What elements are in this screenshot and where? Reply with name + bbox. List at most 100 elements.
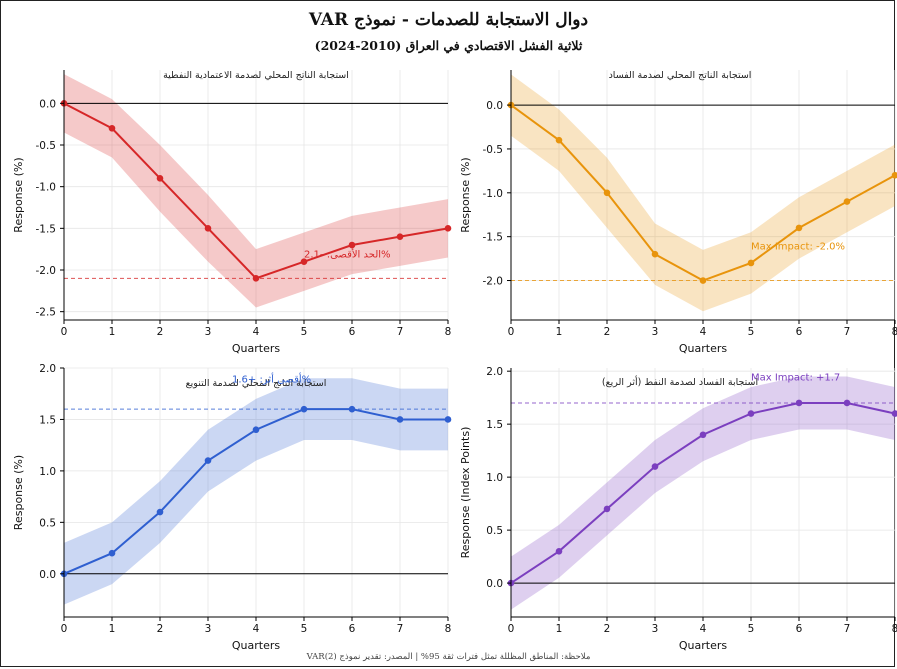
x-axis-label: Quarters: [679, 342, 727, 355]
x-tick-label: 1: [109, 623, 116, 635]
x-tick-label: 2: [604, 623, 611, 635]
x-tick-label: 3: [205, 326, 212, 338]
figure-title: دوال الاستجابة للصدمات - نموذج VAR: [308, 10, 589, 30]
x-tick-label: 4: [700, 326, 707, 338]
data-point: [204, 457, 212, 464]
data-point: [651, 463, 659, 470]
y-tick-label: -2.0: [483, 276, 504, 288]
x-tick-label: 7: [844, 326, 851, 338]
data-point: [891, 171, 897, 179]
data-point: [651, 250, 659, 258]
y-tick-label: -0.5: [483, 144, 504, 156]
y-tick-label: 1.5: [486, 419, 503, 431]
data-point: [699, 277, 707, 284]
chart-panel-4: 0 1 2 3 4 5 6 7 8 0.0 0.5 1.0 1.5 2.0 Quarters Response…: [459, 366, 897, 652]
x-tick-label: 6: [349, 623, 356, 635]
data-point: [108, 549, 116, 557]
x-tick-label: 5: [301, 326, 308, 338]
confidence-band: [64, 74, 448, 308]
x-tick-label: 0: [508, 326, 515, 338]
data-point: [603, 189, 611, 197]
data-point: [396, 233, 404, 240]
x-tick-label: 4: [253, 326, 260, 338]
x-tick-label: 6: [796, 326, 803, 338]
x-tick-label: 7: [844, 623, 851, 635]
y-axis-label: Response (Index Points): [459, 427, 472, 559]
data-point: [252, 426, 260, 434]
panel-title: استجابة الناتج المحلي لصدمة التنويع: [186, 378, 327, 389]
y-tick-label: 0.5: [39, 517, 56, 529]
data-point: [699, 431, 707, 439]
y-tick-label: 1.0: [486, 472, 503, 484]
max-impact-annotation: أقصى أثر: +1.6%: [232, 372, 311, 385]
x-tick-label: 0: [61, 326, 68, 338]
data-point: [795, 224, 803, 232]
data-point: [444, 225, 452, 232]
x-tick-label: 8: [445, 326, 452, 338]
x-tick-label: 0: [61, 623, 68, 635]
x-tick-label: 6: [796, 623, 803, 635]
data-point: [444, 416, 452, 423]
data-point: [300, 258, 308, 265]
x-tick-label: 0: [508, 623, 515, 635]
data-point: [843, 198, 851, 205]
y-tick-label: -1.0: [36, 182, 57, 194]
x-tick-label: 7: [397, 326, 404, 338]
x-tick-label: 1: [556, 623, 563, 635]
y-tick-label: 1.5: [39, 414, 56, 426]
data-point: [348, 241, 356, 249]
y-tick-label: -2.0: [36, 265, 57, 277]
x-tick-label: 5: [748, 326, 755, 338]
y-axis-label: Response (%): [459, 157, 472, 232]
data-point: [555, 136, 563, 144]
confidence-band: [64, 378, 448, 605]
chart-panel-1: 0 1 2 3 4 5 6 7 8 0.0 -0.5 -1.0 -1.5 -2.0 -2.5 Quarters…: [12, 70, 451, 355]
y-tick-label: 0.0: [486, 578, 503, 590]
max-impact-annotation: الحد الأقصى: -2.1%: [304, 247, 391, 260]
y-tick-label: -0.5: [36, 140, 57, 152]
x-tick-label: 8: [892, 326, 897, 338]
y-axis-label: Response (%): [12, 455, 25, 530]
x-tick-label: 2: [157, 326, 164, 338]
y-tick-label: 0.0: [39, 569, 56, 581]
y-tick-label: 0.5: [486, 525, 503, 537]
data-point: [108, 125, 116, 132]
data-point: [747, 410, 755, 417]
data-point: [603, 505, 611, 513]
data-point: [156, 175, 164, 182]
data-point: [555, 548, 563, 555]
confidence-band: [511, 376, 895, 610]
y-tick-label: -2.5: [36, 307, 57, 319]
y-tick-label: -1.0: [483, 188, 504, 200]
max-impact-annotation: Max Impact: -2.0%: [751, 241, 845, 252]
panel-title: استجابة الفساد لصدمة النفط (أثر الريع): [602, 375, 758, 388]
data-point: [396, 416, 404, 423]
data-point: [156, 508, 164, 516]
data-point: [747, 259, 755, 267]
x-axis-label: Quarters: [232, 342, 280, 355]
confidence-band: [511, 74, 895, 312]
x-tick-label: 1: [109, 326, 116, 338]
x-tick-label: 8: [892, 623, 897, 635]
figure-subtitle: ثلاثية الفشل الاقتصادي في العراق (2010-2…: [314, 38, 583, 53]
data-point: [348, 405, 356, 413]
x-tick-label: 4: [253, 623, 260, 635]
data-point: [300, 405, 308, 413]
x-tick-label: 2: [157, 623, 164, 635]
x-tick-label: 5: [748, 623, 755, 635]
panel-title: استجابة الناتج المحلي لصدمة الاعتمادية ا…: [163, 70, 349, 81]
chart-panel-2: 0 1 2 3 4 5 6 7 8 0.0 -0.5 -1.0 -1.5 -2.0 Quarters Resp…: [459, 70, 897, 355]
x-tick-label: 2: [604, 326, 611, 338]
y-axis-label: Response (%): [12, 157, 25, 232]
y-tick-label: -1.5: [483, 232, 504, 244]
x-tick-label: 5: [301, 623, 308, 635]
panel-title: استجابة الناتج المحلي لصدمة الفساد: [609, 70, 752, 81]
x-tick-label: 6: [349, 326, 356, 338]
x-axis-label: Quarters: [679, 639, 727, 652]
y-tick-label: 0.0: [39, 98, 56, 110]
x-tick-label: 3: [652, 326, 659, 338]
data-point: [891, 410, 897, 417]
y-tick-label: -1.5: [36, 223, 57, 235]
